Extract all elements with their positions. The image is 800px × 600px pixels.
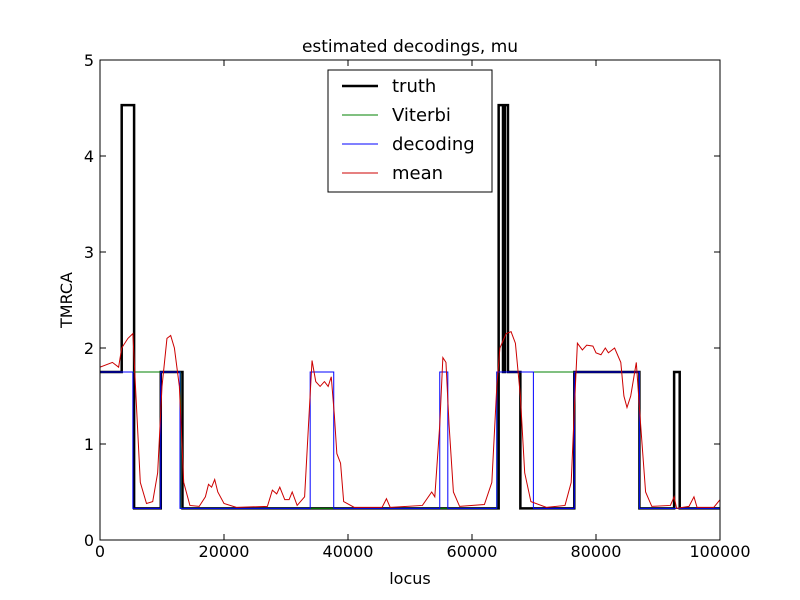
x-tick-label: 60000 (447, 542, 498, 561)
legend-box (327, 69, 493, 193)
x-tick-label: 40000 (323, 542, 374, 561)
y-tick-label: 4 (84, 147, 94, 166)
plot-frame (99, 59, 721, 541)
y-tick-label: 0 (84, 531, 94, 550)
y-tick-label: 2 (84, 339, 94, 358)
legend-label: Viterbi (392, 105, 451, 126)
x-tick-label: 100000 (689, 542, 750, 561)
legend-label: mean (392, 163, 443, 184)
x-tick-label: 80000 (571, 542, 622, 561)
series-line (100, 331, 720, 509)
y-tick-label: 5 (84, 51, 94, 70)
y-axis-label: TMRCA (57, 272, 76, 329)
chart-title: estimated decodings, mu (302, 37, 518, 57)
x-tick-label: 0 (95, 542, 105, 561)
series-line (100, 371, 720, 509)
x-tick-label: 20000 (199, 542, 250, 561)
x-axis-label: locus (389, 569, 431, 588)
y-tick-label: 1 (84, 435, 94, 454)
legend-label: decoding (392, 134, 475, 155)
legend-label: truth (392, 76, 436, 97)
y-tick-label: 3 (84, 243, 94, 262)
